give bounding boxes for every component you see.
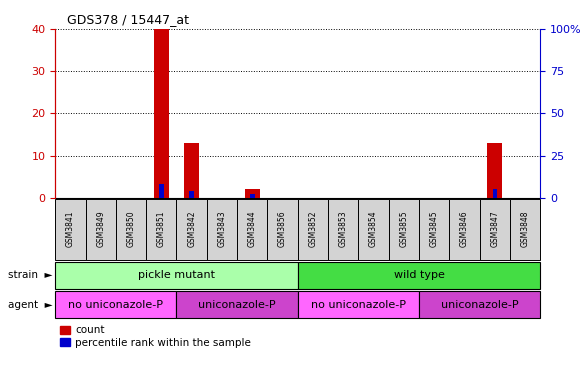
FancyBboxPatch shape: [419, 291, 540, 318]
Bar: [245, 189, 260, 198]
Text: wild type: wild type: [393, 270, 444, 280]
Text: GSM3852: GSM3852: [309, 210, 317, 247]
Bar: [493, 189, 497, 198]
FancyBboxPatch shape: [116, 199, 146, 260]
FancyBboxPatch shape: [298, 199, 328, 260]
FancyBboxPatch shape: [328, 199, 358, 260]
Text: GSM3849: GSM3849: [96, 210, 105, 247]
Text: GSM3844: GSM3844: [248, 210, 257, 247]
Bar: [154, 29, 169, 198]
Text: no uniconazole-P: no uniconazole-P: [69, 300, 163, 310]
Bar: [189, 191, 194, 198]
Text: GSM3855: GSM3855: [399, 210, 408, 247]
Text: GSM3842: GSM3842: [187, 210, 196, 247]
Text: GSM3848: GSM3848: [521, 210, 530, 247]
Text: GSM3846: GSM3846: [460, 210, 469, 247]
Text: uniconazole-P: uniconazole-P: [198, 300, 276, 310]
FancyBboxPatch shape: [389, 199, 419, 260]
Text: GSM3856: GSM3856: [278, 210, 287, 247]
FancyBboxPatch shape: [177, 291, 298, 318]
FancyBboxPatch shape: [237, 199, 267, 260]
Text: GSM3847: GSM3847: [490, 210, 499, 247]
FancyBboxPatch shape: [510, 199, 540, 260]
Text: pickle mutant: pickle mutant: [138, 270, 215, 280]
Bar: [159, 184, 164, 198]
Text: GDS378 / 15447_at: GDS378 / 15447_at: [67, 12, 189, 26]
Text: GSM3841: GSM3841: [66, 210, 75, 247]
FancyBboxPatch shape: [419, 199, 449, 260]
Text: GSM3845: GSM3845: [430, 210, 439, 247]
FancyBboxPatch shape: [480, 199, 510, 260]
Text: GSM3850: GSM3850: [127, 210, 135, 247]
FancyBboxPatch shape: [358, 199, 389, 260]
Legend: count, percentile rank within the sample: count, percentile rank within the sample: [60, 325, 251, 348]
Bar: [250, 194, 254, 198]
FancyBboxPatch shape: [267, 199, 298, 260]
Text: no uniconazole-P: no uniconazole-P: [311, 300, 406, 310]
FancyBboxPatch shape: [146, 199, 177, 260]
FancyBboxPatch shape: [55, 291, 177, 318]
FancyBboxPatch shape: [85, 199, 116, 260]
FancyBboxPatch shape: [298, 262, 540, 289]
FancyBboxPatch shape: [207, 199, 237, 260]
Bar: [487, 143, 503, 198]
Text: agent  ►: agent ►: [8, 300, 52, 310]
Bar: [184, 143, 199, 198]
FancyBboxPatch shape: [55, 199, 85, 260]
Text: uniconazole-P: uniconazole-P: [441, 300, 518, 310]
Text: GSM3854: GSM3854: [369, 210, 378, 247]
Text: GSM3853: GSM3853: [339, 210, 348, 247]
FancyBboxPatch shape: [177, 199, 207, 260]
Text: GSM3851: GSM3851: [157, 210, 166, 247]
Text: GSM3843: GSM3843: [217, 210, 227, 247]
FancyBboxPatch shape: [449, 199, 480, 260]
FancyBboxPatch shape: [298, 291, 419, 318]
Text: strain  ►: strain ►: [8, 270, 52, 280]
FancyBboxPatch shape: [55, 262, 298, 289]
